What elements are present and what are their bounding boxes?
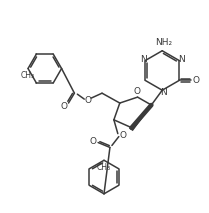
Text: O: O <box>60 102 67 111</box>
Text: O: O <box>85 96 92 105</box>
Text: O: O <box>133 87 140 96</box>
Text: O: O <box>90 137 97 146</box>
Text: CH₃: CH₃ <box>21 71 35 80</box>
Polygon shape <box>130 105 151 130</box>
Text: O: O <box>119 131 126 140</box>
Text: N: N <box>178 55 185 64</box>
Text: O: O <box>192 76 200 85</box>
Text: N: N <box>140 55 147 64</box>
Text: NH₂: NH₂ <box>155 38 172 47</box>
Text: N: N <box>160 88 167 97</box>
Text: CH₃: CH₃ <box>97 163 111 172</box>
